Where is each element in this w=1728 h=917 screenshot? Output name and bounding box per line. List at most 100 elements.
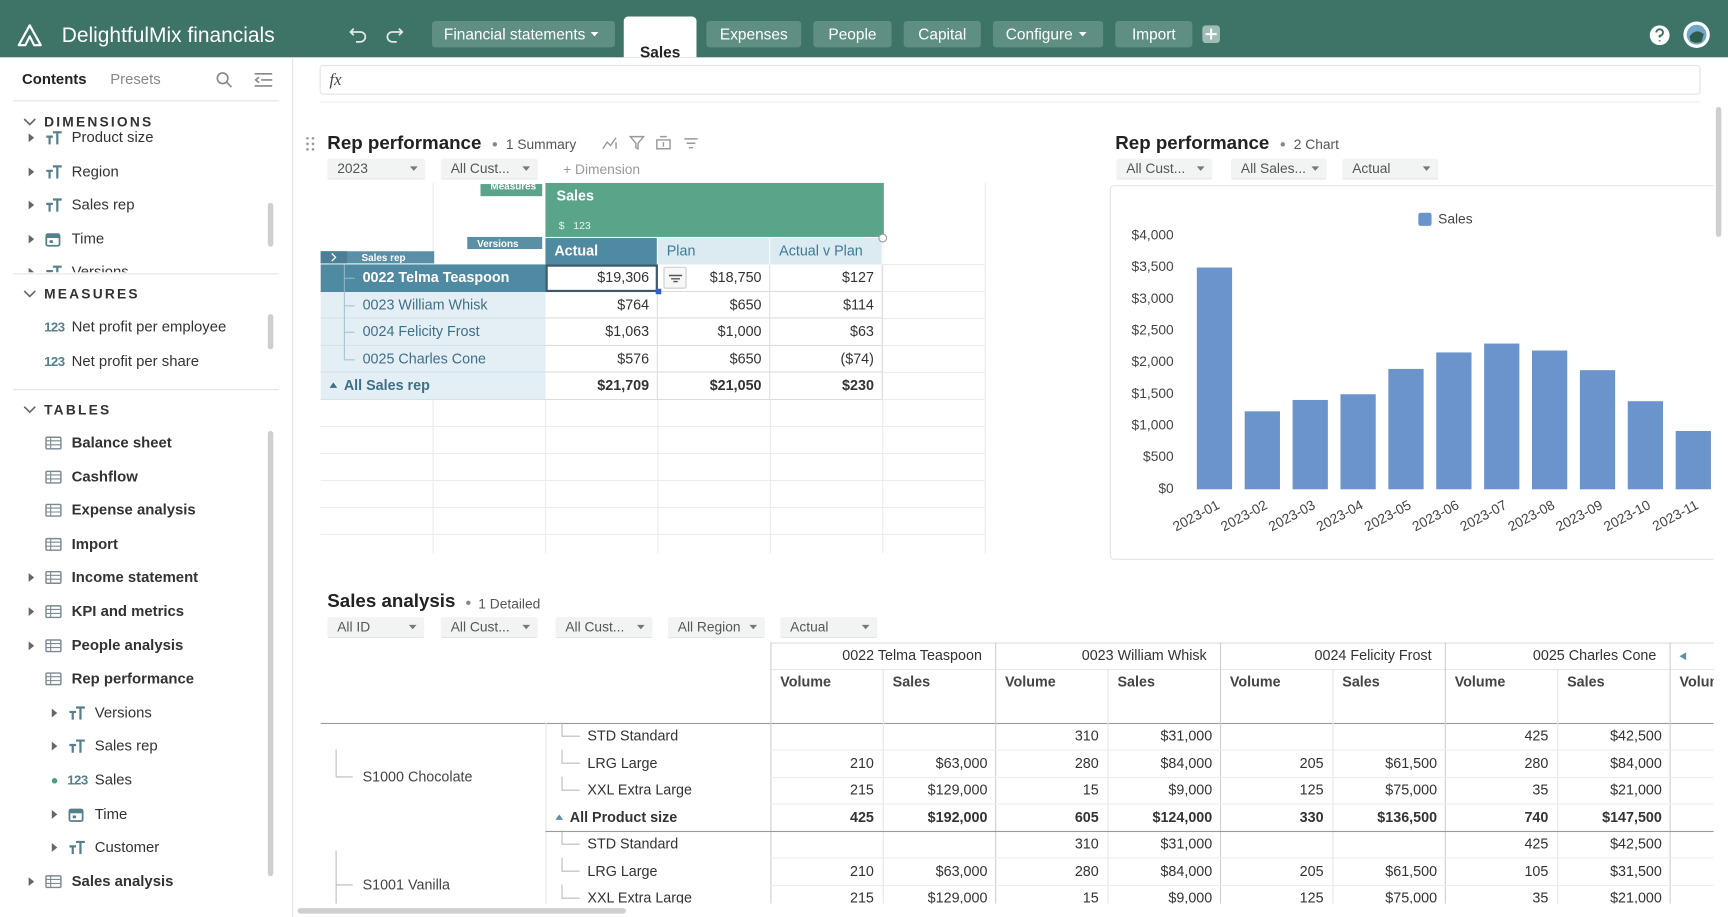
section-toggle[interactable] [23,406,36,414]
nav-tab[interactable]: Import [1115,20,1193,48]
formula-bar[interactable]: fx [319,65,1701,95]
sidebar-item[interactable]: Sales rep [94,737,158,755]
sidebar-item[interactable]: Time [71,230,105,247]
sidebar-item[interactable]: Product size [71,131,154,146]
row-header[interactable] [320,372,546,400]
cell[interactable] [545,372,658,400]
nav-tab[interactable]: Configure [992,20,1104,48]
sidebar-item[interactable]: Expense analysis [71,501,196,519]
expand-arrow[interactable] [51,809,58,819]
sidebar-item[interactable]: Region [71,162,119,180]
section-title: Rep performance [327,132,482,154]
cell[interactable] [657,318,771,346]
nav-tab[interactable]: Financial statements [431,20,615,48]
row-header[interactable] [320,291,546,319]
expand-arrow[interactable] [28,234,35,244]
nav-tab-active[interactable]: Sales [623,16,697,61]
grip-dot [311,148,315,151]
expand-arrow[interactable] [28,573,35,583]
column-header-label: Actual v Plan [779,242,863,259]
cell[interactable] [770,345,883,373]
sidebar-item[interactable]: Net profit per share [71,352,199,369]
cell-value: 125 [1299,889,1324,904]
expand-arrow[interactable] [51,843,58,853]
sidebar-item[interactable]: Rep performance [71,670,195,687]
toolbar-button[interactable] [602,136,617,150]
undo-button[interactable] [349,26,367,43]
expand-arrow[interactable] [28,200,35,210]
cell[interactable] [770,318,883,346]
nav-tab[interactable]: Expenses [706,20,802,48]
collapse-arrow[interactable] [329,382,338,389]
sidebar-item[interactable]: Balance sheet [71,434,172,451]
filter-dropdown[interactable]: Actual [1342,158,1439,180]
filter-dropdown[interactable]: All Sales... [1230,158,1327,180]
expand-arrow[interactable] [51,742,58,751]
cell[interactable] [545,345,658,373]
nav-tab[interactable]: Capital [903,20,981,48]
row-dimension-tag [320,251,435,264]
expand-arrow[interactable] [51,708,58,718]
sidebar-item[interactable]: Sales [94,771,133,788]
cell-action-button[interactable] [663,266,687,289]
row-header[interactable] [320,318,546,346]
row-header[interactable] [320,345,546,373]
cell[interactable] [545,318,658,346]
add-tab-button[interactable] [1202,25,1220,43]
column-header: Volume [780,673,831,690]
filter-dropdown[interactable]: All Cust... [1116,158,1213,180]
filter-dropdown[interactable]: All Cust... [440,617,538,639]
expand-arrow[interactable] [28,268,35,273]
redo-button[interactable] [386,26,404,43]
toolbar-button[interactable] [683,136,698,150]
drag-handle[interactable] [306,136,315,151]
sidebar-item[interactable]: Versions [71,263,129,273]
cell[interactable] [770,372,883,400]
collapse-arrow[interactable] [555,813,564,820]
sidebar-item[interactable]: Cashflow [71,467,138,485]
tree-connector [561,884,580,899]
expand-arrow[interactable] [28,607,35,617]
help-button[interactable] [1649,24,1671,46]
toolbar-button[interactable] [628,135,646,150]
sidebar-item[interactable]: Versions [94,703,152,721]
cell[interactable] [657,372,771,400]
cell[interactable] [770,264,883,292]
section-toggle[interactable] [23,290,36,298]
sidebar-item[interactable]: Customer [94,838,160,856]
filter-dropdown[interactable]: All Cust... [555,617,653,639]
sidebar-item[interactable]: Time [94,805,128,822]
cell[interactable] [770,291,883,319]
filter-dropdown[interactable]: All Cust... [440,158,538,180]
filter-dropdown[interactable]: Actual [780,617,878,639]
expand-arrow[interactable] [28,133,35,143]
sidebar-item[interactable]: KPI and metrics [71,602,185,620]
expand-arrow[interactable] [28,167,35,176]
expand-arrow[interactable] [28,877,35,886]
row-header[interactable] [320,264,546,292]
nav-tab[interactable]: People [813,20,892,48]
collapse-sidebar-button[interactable] [254,73,274,87]
add-dimension-button[interactable]: + Dimension [563,161,641,178]
sidebar-tab-active[interactable]: Contents [22,70,87,88]
sidebar-item[interactable]: People analysis [71,636,184,654]
sidebar-item[interactable]: Income statement [71,569,199,586]
sidebar-item[interactable]: Net profit per employee [71,318,227,336]
cell[interactable] [657,291,771,319]
row-dimension-toggle[interactable] [320,251,348,264]
sidebar-item[interactable]: Sales rep [71,196,135,213]
filter-dropdown[interactable]: All Region [667,617,765,639]
sidebar-tab[interactable]: Presets [110,70,161,88]
sidebar-item[interactable]: Import [71,535,118,552]
user-avatar[interactable] [1683,21,1711,49]
cell[interactable] [545,291,658,319]
collapse-columns-button[interactable] [1679,652,1687,661]
section-toggle[interactable] [23,118,36,126]
sidebar-item[interactable]: Sales analysis [71,872,174,890]
filter-dropdown[interactable]: All ID [327,617,425,639]
cell[interactable] [657,345,771,373]
expand-arrow[interactable] [28,640,35,650]
toolbar-button[interactable] [656,135,671,150]
filter-dropdown[interactable]: 2023 [327,158,426,180]
search-button[interactable] [216,72,233,89]
